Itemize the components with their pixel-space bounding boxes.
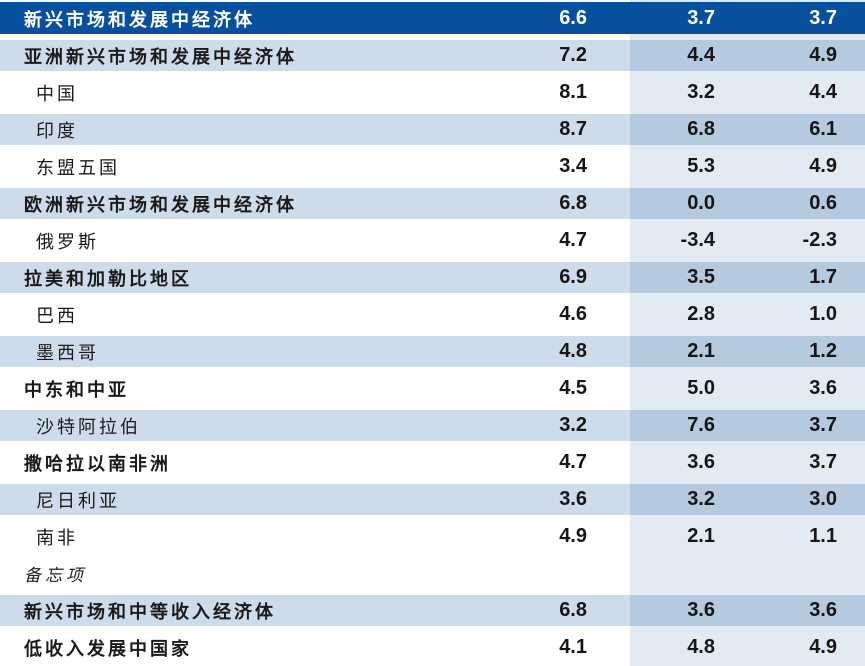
value-cell: 4.1 <box>559 636 587 658</box>
value-cell: 3.4 <box>559 155 587 177</box>
table-row-emerging-asia: 亚洲新兴市场和发展中经济体 7.2 4.4 4.9 <box>0 37 865 74</box>
value-cell: 3.6 <box>687 451 715 473</box>
table-row-emerging-europe: 欧洲新兴市场和发展中经济体 6.8 0.0 0.6 <box>0 185 865 222</box>
row-label: 尼日利亚 <box>36 490 120 511</box>
value-cell: 3.6 <box>687 599 715 621</box>
table-row-russia: 俄罗斯 4.7 -3.4 -2.3 <box>0 222 865 259</box>
table-row-china: 中国 8.1 3.2 4.4 <box>0 74 865 111</box>
value-cell: 6.8 <box>559 599 587 621</box>
row-label: 欧洲新兴市场和发展中经济体 <box>24 194 297 215</box>
value-cell: 1.0 <box>809 303 837 325</box>
value-cell: 6.9 <box>559 266 587 288</box>
value-cell: 4.9 <box>809 636 837 658</box>
value-cell: 4.8 <box>687 636 715 658</box>
value-cell: 2.1 <box>687 340 715 362</box>
value-cell: 4.7 <box>559 451 587 473</box>
row-label: 俄罗斯 <box>36 231 99 252</box>
value-cell: 1.2 <box>809 340 837 362</box>
row-label: 南非 <box>36 527 78 548</box>
value-cell: 1.1 <box>809 525 837 547</box>
value-cell: 3.0 <box>809 488 837 510</box>
value-cell: 3.6 <box>809 377 837 399</box>
value-cell: 7.6 <box>687 414 715 436</box>
value-cell: 2.1 <box>687 525 715 547</box>
value-cell: 6.6 <box>559 7 587 29</box>
value-cell: 3.6 <box>559 488 587 510</box>
value-cell: 4.6 <box>559 303 587 325</box>
value-cell: 3.5 <box>687 266 715 288</box>
table-row-middle-east-central-asia: 中东和中亚 4.5 5.0 3.6 <box>0 370 865 407</box>
value-cell: 3.2 <box>687 81 715 103</box>
value-cell: 6.8 <box>687 118 715 140</box>
value-cell: 6.1 <box>809 118 837 140</box>
value-cell: 3.7 <box>809 451 837 473</box>
row-label: 墨西哥 <box>36 342 99 363</box>
row-label: 撒哈拉以南非洲 <box>24 453 171 474</box>
value-cell: 1.7 <box>809 266 837 288</box>
value-cell: 8.1 <box>559 81 587 103</box>
table-row-brazil: 巴西 4.6 2.8 1.0 <box>0 296 865 333</box>
value-cell: 3.7 <box>687 7 715 29</box>
value-cell: 4.7 <box>559 229 587 251</box>
table-row-asean5: 东盟五国 3.4 5.3 4.9 <box>0 148 865 185</box>
table-row-saudi-arabia: 沙特阿拉伯 3.2 7.6 3.7 <box>0 407 865 444</box>
value-cell: 5.0 <box>687 377 715 399</box>
table-row-mexico: 墨西哥 4.8 2.1 1.2 <box>0 333 865 370</box>
table-row-india: 印度 8.7 6.8 6.1 <box>0 111 865 148</box>
value-cell: 4.9 <box>809 155 837 177</box>
row-label: 拉美和加勒比地区 <box>24 268 192 289</box>
value-cell: 2.8 <box>687 303 715 325</box>
value-cell: 3.7 <box>809 414 837 436</box>
value-cell: -2.3 <box>802 229 837 251</box>
value-cell: 4.5 <box>559 377 587 399</box>
table-row-nigeria: 尼日利亚 3.6 3.2 3.0 <box>0 481 865 518</box>
table-row-latin-america: 拉美和加勒比地区 6.9 3.5 1.7 <box>0 259 865 296</box>
row-label: 新兴市场和中等收入经济体 <box>24 601 276 622</box>
row-label: 印度 <box>36 120 78 141</box>
value-cell: 4.4 <box>809 81 837 103</box>
row-label: 备忘项 <box>24 566 87 585</box>
row-label: 新兴市场和发展中经济体 <box>24 9 255 30</box>
row-label: 亚洲新兴市场和发展中经济体 <box>24 46 297 67</box>
value-cell: 4.4 <box>687 44 715 66</box>
value-cell: 8.7 <box>559 118 587 140</box>
value-cell: 6.8 <box>559 192 587 214</box>
row-label: 中东和中亚 <box>24 379 129 400</box>
row-label: 低收入发展中国家 <box>24 638 192 659</box>
value-cell: 3.2 <box>559 414 587 436</box>
value-cell: 5.3 <box>687 155 715 177</box>
table-row-sub-saharan-africa: 撒哈拉以南非洲 4.7 3.6 3.7 <box>0 444 865 481</box>
value-cell: 4.9 <box>809 44 837 66</box>
value-cell: 0.0 <box>687 192 715 214</box>
row-label: 东盟五国 <box>36 157 120 178</box>
value-cell: 0.6 <box>809 192 837 214</box>
table-row-low-income-developing: 低收入发展中国家 4.1 4.8 4.9 <box>0 629 865 666</box>
value-cell: -3.4 <box>680 229 715 251</box>
value-cell: 3.7 <box>809 7 837 29</box>
table-row-south-africa: 南非 4.9 2.1 1.1 <box>0 518 865 555</box>
table-row-memorandum: 备忘项 <box>0 555 865 592</box>
value-cell: 3.2 <box>687 488 715 510</box>
table-row-emdes-header: 新兴市场和发展中经济体 6.6 3.7 3.7 <box>0 0 865 37</box>
row-label: 沙特阿拉伯 <box>36 416 141 437</box>
table-row-em-middle-income: 新兴市场和中等收入经济体 6.8 3.6 3.6 <box>0 592 865 629</box>
value-cell: 7.2 <box>559 44 587 66</box>
value-cell: 3.6 <box>809 599 837 621</box>
value-cell: 4.9 <box>559 525 587 547</box>
row-label: 中国 <box>36 83 78 104</box>
value-cell: 4.8 <box>559 340 587 362</box>
row-label: 巴西 <box>36 305 78 326</box>
